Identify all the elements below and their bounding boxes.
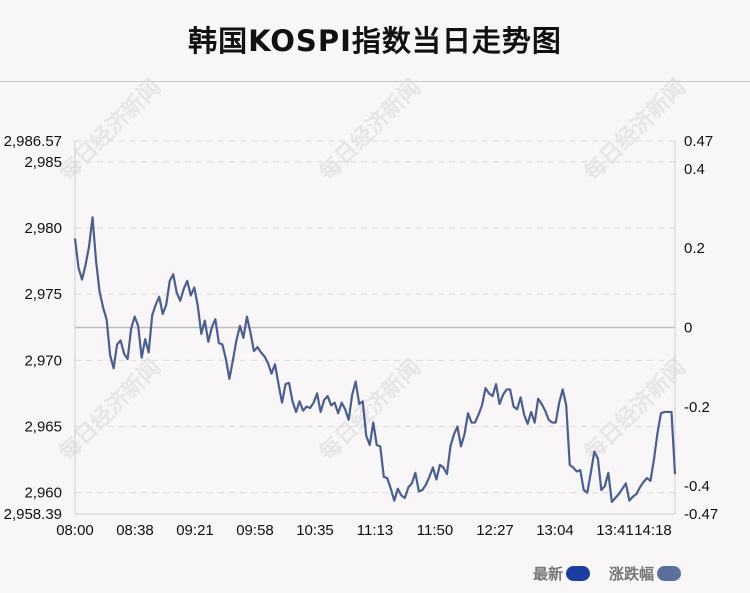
watermark-text-0: 每日经济新闻 [54, 74, 166, 186]
y-left-tick-0: 2,985 [24, 154, 62, 171]
legend-change-label: 涨跌幅 [609, 565, 655, 583]
y-right-min-label: -0.47 [684, 506, 718, 523]
legend-change-swatch [657, 566, 682, 581]
y-right-tick-4: -0.4 [684, 478, 710, 495]
x-tick-4: 10:35 [296, 522, 334, 539]
y-left-tick-2: 2,975 [24, 286, 62, 303]
legend-change: 涨跌幅 [609, 563, 682, 584]
y-left-tick-4: 2,965 [24, 419, 62, 436]
x-tick-2: 09:21 [176, 522, 214, 539]
x-tick-6: 11:50 [417, 522, 453, 539]
watermark-text-2: 每日经济新闻 [579, 74, 691, 186]
watermark-text-4: 每日经济新闻 [314, 354, 426, 466]
legend-latest: 最新 [533, 563, 591, 584]
y-right-tick-1: 0.2 [684, 240, 705, 257]
y-axis-left-labels: 2,986.57 2,958.39 2,985 2,980 2,975 2,970 2,96… [4, 133, 62, 523]
x-axis-labels: 08:00 08:38 09:21 09:58 10:35 11:13 11:50 12:27… [56, 522, 672, 539]
legend-latest-swatch [566, 566, 591, 581]
x-tick-10: 14:18 [634, 522, 672, 539]
x-tick-3: 09:58 [236, 522, 274, 539]
y-right-tick-3: -0.2 [684, 399, 710, 416]
watermark-text-1: 每日经济新闻 [314, 74, 426, 186]
x-tick-8: 13:04 [536, 522, 574, 539]
legend-latest-label: 最新 [533, 565, 564, 583]
x-tick-9: 13:41 [596, 522, 634, 539]
y-left-min-label: 2,958.39 [4, 506, 62, 523]
grid-lines [75, 140, 675, 515]
index-line [73, 216, 677, 504]
y-left-tick-3: 2,970 [24, 352, 62, 369]
watermark-text-3: 每日经济新闻 [54, 354, 166, 466]
y-right-tick-2: 0 [684, 320, 692, 337]
axes [74, 141, 676, 515]
y-left-tick-5: 2,960 [24, 485, 62, 502]
y-right-tick-0: 0.4 [684, 161, 705, 178]
header-divider [0, 81, 750, 82]
y-left-max-label: 2,986.57 [4, 133, 62, 150]
x-tick-1: 08:38 [116, 522, 154, 539]
y-right-max-label: 0.47 [684, 133, 713, 150]
x-tick-5: 11:13 [357, 522, 393, 539]
y-left-tick-1: 2,980 [24, 220, 62, 237]
x-tick-0: 08:00 [56, 522, 94, 539]
chart-title: 韩国KOSPI指数当日走势图 [188, 24, 562, 58]
x-tick-7: 12:27 [476, 522, 514, 539]
y-axis-right-labels: 0.47 -0.47 0.4 0.2 0 -0.2 -0.4 [684, 133, 718, 523]
